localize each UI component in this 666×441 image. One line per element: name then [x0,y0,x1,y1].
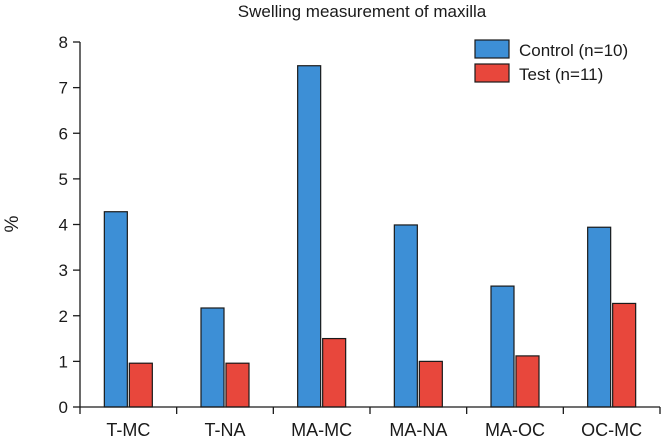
y-tick-label: 8 [59,33,68,52]
y-tick-label: 6 [59,124,68,143]
x-tick-label: T-NA [204,420,245,440]
bar-oc-mc-test [612,302,637,408]
y-tick-label: 7 [59,79,68,98]
chart-title: Swelling measurement of maxilla [238,2,487,21]
bar-oc-mc-control [587,226,612,408]
y-tick-label: 3 [59,261,68,280]
y-tick-label: 0 [59,398,68,417]
bar-ma-mc-control [297,65,322,408]
x-tick-label: T-MC [106,420,150,440]
x-tick-label: OC-MC [581,420,642,440]
bar-ma-oc-test [515,355,540,408]
bar-t-na-control [200,307,225,408]
bar-t-mc-control [103,211,128,408]
y-axis-label: % [2,215,23,232]
legend-label-control: Control (n=10) [519,41,628,60]
legend-label-test: Test (n=11) [519,65,603,84]
y-tick-label: 1 [59,352,68,371]
legend-swatch-control [474,39,510,59]
bar-ma-mc-test [322,337,347,408]
bar-ma-na-test [418,360,443,408]
bar-ma-oc-control [490,285,515,408]
y-tick-label: 5 [59,170,68,189]
y-tick-label: 2 [59,307,68,326]
bar-ma-na-control [393,224,418,408]
bar-t-mc-test [128,362,153,408]
x-tick-label: MA-MC [291,420,352,440]
x-tick-label: MA-NA [389,420,447,440]
y-tick-label: 4 [59,216,68,235]
x-tick-label: MA-OC [485,420,545,440]
legend-swatch-test [474,63,510,83]
bar-t-na-test [225,362,250,408]
legend: Control (n=10) Test (n=11) [474,39,628,84]
